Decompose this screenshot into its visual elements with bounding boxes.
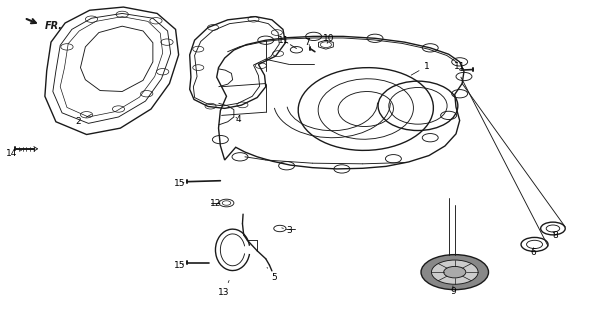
Text: 6: 6 — [530, 248, 536, 257]
Text: 9: 9 — [450, 286, 456, 296]
Text: 4: 4 — [236, 115, 242, 124]
Circle shape — [443, 267, 466, 278]
Text: 13: 13 — [218, 280, 230, 297]
Text: 15: 15 — [174, 261, 186, 270]
Circle shape — [421, 255, 488, 290]
Text: 1: 1 — [411, 61, 430, 75]
Text: 7: 7 — [304, 38, 311, 47]
Text: 5: 5 — [267, 268, 277, 282]
Text: 10: 10 — [323, 35, 335, 44]
Text: 14: 14 — [6, 149, 22, 158]
Text: 11: 11 — [454, 61, 466, 70]
Text: 8: 8 — [552, 231, 558, 240]
Text: 15: 15 — [174, 179, 186, 188]
Text: FR.: FR. — [45, 21, 63, 31]
Text: 11: 11 — [279, 36, 290, 45]
Text: 3: 3 — [282, 226, 292, 235]
Text: 12: 12 — [210, 199, 221, 208]
Circle shape — [432, 260, 478, 284]
Text: 2: 2 — [75, 114, 92, 126]
